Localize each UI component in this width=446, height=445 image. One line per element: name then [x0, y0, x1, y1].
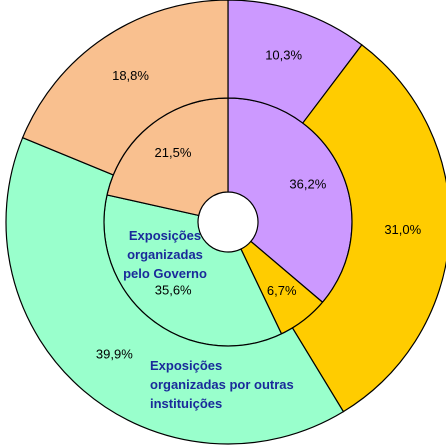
series-label: Exposições organizadas por outras instit…	[150, 358, 294, 411]
value-label: 36,2%	[289, 176, 326, 191]
series-label: Exposições organizadas pelo Governo	[123, 228, 207, 281]
series-label-text: Exposições organizadas pelo Governo	[123, 228, 207, 281]
donut-segment	[5, 136, 345, 445]
value-label: 6,7%	[267, 283, 297, 298]
value-label: 35,6%	[155, 282, 192, 297]
value-label: 18,8%	[112, 68, 149, 83]
donut-segment	[291, 44, 446, 413]
value-label: 39,9%	[96, 347, 133, 362]
donut-segment	[21, 0, 229, 176]
series-label-text: Exposições organizadas por outras instit…	[150, 358, 294, 411]
value-label: 31,0%	[384, 222, 421, 237]
value-label: 21,5%	[155, 145, 192, 160]
value-label: 10,3%	[265, 48, 302, 63]
